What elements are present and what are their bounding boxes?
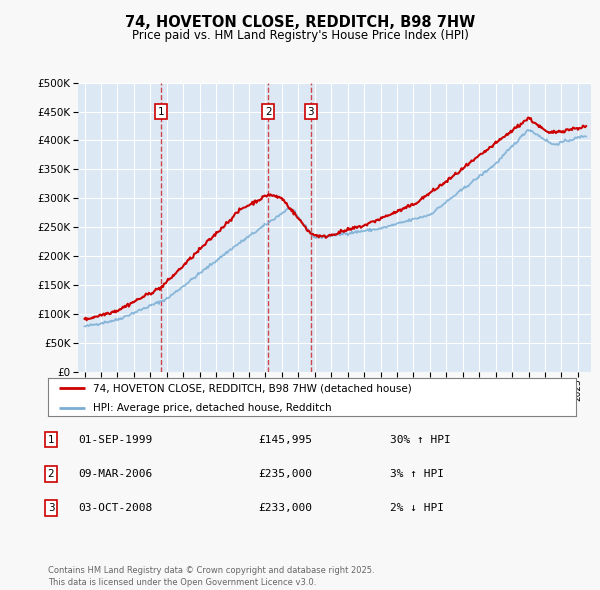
- Text: £145,995: £145,995: [258, 435, 312, 444]
- Text: 2% ↓ HPI: 2% ↓ HPI: [390, 503, 444, 513]
- Text: 2: 2: [265, 107, 272, 116]
- Text: 01-SEP-1999: 01-SEP-1999: [78, 435, 152, 444]
- Text: 3: 3: [307, 107, 314, 116]
- Text: 09-MAR-2006: 09-MAR-2006: [78, 469, 152, 478]
- Text: 3% ↑ HPI: 3% ↑ HPI: [390, 469, 444, 478]
- Text: 30% ↑ HPI: 30% ↑ HPI: [390, 435, 451, 444]
- Text: 3: 3: [47, 503, 55, 513]
- Text: 74, HOVETON CLOSE, REDDITCH, B98 7HW (detached house): 74, HOVETON CLOSE, REDDITCH, B98 7HW (de…: [93, 384, 412, 394]
- Text: £235,000: £235,000: [258, 469, 312, 478]
- Text: 1: 1: [158, 107, 164, 116]
- Text: 74, HOVETON CLOSE, REDDITCH, B98 7HW: 74, HOVETON CLOSE, REDDITCH, B98 7HW: [125, 15, 475, 30]
- Text: 1: 1: [47, 435, 55, 444]
- Text: 03-OCT-2008: 03-OCT-2008: [78, 503, 152, 513]
- Text: Contains HM Land Registry data © Crown copyright and database right 2025.
This d: Contains HM Land Registry data © Crown c…: [48, 566, 374, 587]
- Text: HPI: Average price, detached house, Redditch: HPI: Average price, detached house, Redd…: [93, 402, 332, 412]
- Text: £233,000: £233,000: [258, 503, 312, 513]
- Text: 2: 2: [47, 469, 55, 478]
- Text: Price paid vs. HM Land Registry's House Price Index (HPI): Price paid vs. HM Land Registry's House …: [131, 30, 469, 42]
